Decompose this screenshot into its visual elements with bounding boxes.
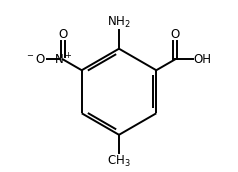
Text: CH$_3$: CH$_3$ [107, 154, 131, 169]
Text: O: O [59, 28, 68, 41]
Text: N$^+$: N$^+$ [54, 52, 72, 67]
Text: $^-$O: $^-$O [25, 53, 46, 66]
Text: OH: OH [194, 53, 212, 66]
Text: NH$_2$: NH$_2$ [107, 15, 131, 30]
Text: O: O [170, 28, 179, 41]
